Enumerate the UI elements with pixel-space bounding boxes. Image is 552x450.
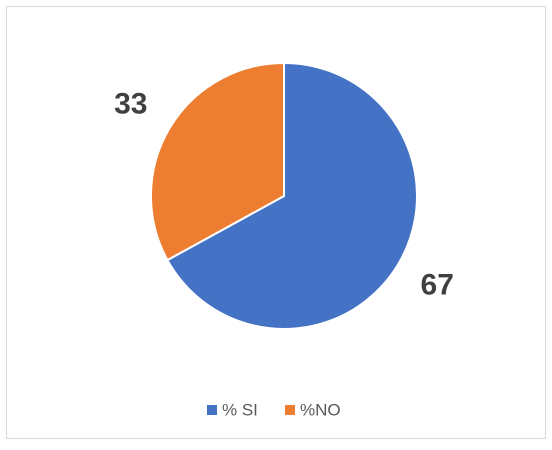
pie-slice bbox=[166, 61, 418, 330]
data-label: 33 bbox=[114, 87, 147, 120]
data-label: 67 bbox=[421, 269, 454, 302]
legend-label: % SI bbox=[222, 400, 258, 419]
legend-swatch bbox=[285, 405, 295, 415]
legend-swatch bbox=[207, 405, 217, 415]
pie-slice bbox=[150, 61, 285, 262]
legend-label: %NO bbox=[300, 400, 341, 419]
